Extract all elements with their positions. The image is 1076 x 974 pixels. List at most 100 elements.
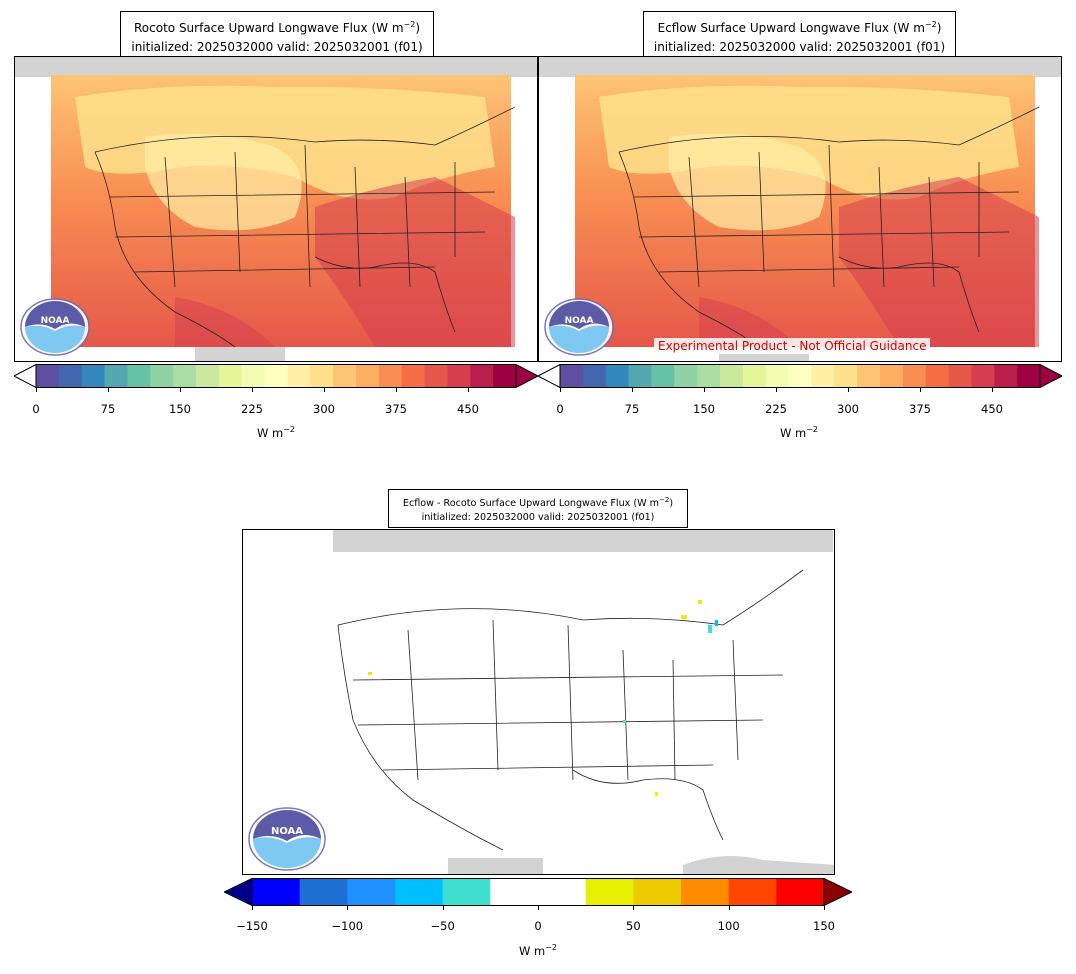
- rocoto-title: Rocoto Surface Upward Longwave Flux (W m…: [120, 11, 434, 59]
- colorbar-segment: [424, 364, 448, 388]
- colorbar-tick-label: 225: [765, 402, 787, 416]
- colorbar-segment: [971, 364, 995, 388]
- rocoto-title-sup: −2: [403, 20, 416, 29]
- colorbar-tick-mark: [252, 388, 253, 392]
- ecflow-map-canvas: [539, 57, 1061, 361]
- colorbar-tick-label: 300: [837, 402, 859, 416]
- colorbar-segment: [742, 364, 767, 388]
- noaa-logo-text-3: NOAA: [271, 826, 303, 837]
- colorbar-segment: [470, 364, 494, 388]
- difference-title: Ecflow - Rocoto Surface Upward Longwave …: [388, 489, 688, 529]
- rocoto-title-line1: Rocoto Surface Upward Longwave Flux (W m: [134, 21, 404, 35]
- colorbar-tick-mark: [347, 906, 349, 910]
- ecflow-borders: [618, 106, 1040, 348]
- colorbar-segment: [628, 364, 652, 388]
- difference-map: NOAA: [242, 529, 835, 875]
- ecflow-colorbar-svg: [536, 363, 1064, 389]
- ecflow-ice-region: [539, 57, 1061, 77]
- rocoto-ice-region: [15, 57, 537, 77]
- ecflow-title-line1: Ecflow Surface Upward Longwave Flux (W m: [657, 21, 925, 35]
- colorbar-outline: [35, 364, 517, 388]
- colorbar-outline: [251, 878, 825, 906]
- colorbar-tick-mark: [324, 388, 325, 392]
- rocoto-title-close: ): [415, 21, 420, 35]
- colorbar-tick-label: 375: [909, 402, 931, 416]
- colorbar-segment: [493, 364, 517, 388]
- ecflow-title-line2: initialized: 2025032000 valid: 202503200…: [653, 40, 946, 54]
- difference-anomalies: [368, 600, 718, 796]
- colorbar-segment: [776, 878, 825, 906]
- difference-colorbar-unit: W m−2: [518, 943, 558, 958]
- difference-title-line1: Ecflow - Rocoto Surface Upward Longwave …: [402, 498, 660, 510]
- colorbar-tick-mark: [468, 388, 469, 392]
- colorbar-segment: [196, 364, 220, 388]
- colorbar-segment: [674, 364, 698, 388]
- colorbar-tick-mark: [824, 906, 825, 910]
- rocoto-map: NOAA: [14, 56, 538, 362]
- colorbar-segment: [1017, 364, 1041, 388]
- difference-borders: [337, 569, 804, 851]
- colorbar-segment: [560, 364, 584, 388]
- colorbar-extend-over: [515, 363, 540, 389]
- colorbar-extend-over: [1039, 363, 1064, 389]
- colorbar-tick-label: 50: [626, 919, 641, 933]
- colorbar-tick-mark: [920, 388, 921, 392]
- ecflow-title: Ecflow Surface Upward Longwave Flux (W m…: [643, 11, 956, 59]
- colorbar-segment: [310, 364, 334, 388]
- colorbar-segment: [765, 364, 790, 388]
- noaa-logo-icon: NOAA: [247, 806, 327, 872]
- colorbar-segment: [788, 364, 812, 388]
- colorbar-tick-label: 0: [534, 919, 542, 933]
- colorbar-tick-mark: [560, 388, 561, 392]
- rocoto-colorbar-svg: [12, 363, 540, 389]
- colorbar-segment: [395, 878, 444, 906]
- colorbar-segment: [58, 364, 83, 388]
- colorbar-tick-mark: [632, 388, 633, 392]
- colorbar-segment: [994, 364, 1018, 388]
- colorbar-segment: [902, 364, 927, 388]
- colorbar-extend-under: [536, 363, 561, 389]
- colorbar-segment: [633, 878, 682, 906]
- difference-title-close: ): [669, 498, 674, 510]
- colorbar-segment: [728, 878, 777, 906]
- colorbar-tick-label: 75: [624, 402, 640, 416]
- rocoto-map-canvas: [15, 57, 537, 361]
- difference-title-sup: −2: [659, 496, 670, 504]
- difference-map-canvas: [333, 530, 834, 874]
- colorbar-segment: [127, 364, 151, 388]
- colorbar-tick-mark: [728, 906, 730, 910]
- ecflow-colorbar: [536, 363, 1064, 389]
- colorbar-tick-label: 150: [693, 402, 715, 416]
- colorbar-segment: [378, 364, 403, 388]
- colorbar-segment: [173, 364, 197, 388]
- colorbar-tick-mark: [252, 906, 253, 910]
- colorbar-segment: [585, 878, 634, 906]
- difference-colorbar-svg: [222, 877, 854, 907]
- colorbar-segment: [538, 878, 587, 906]
- colorbar-segment: [299, 878, 348, 906]
- colorbar-tick-mark: [992, 388, 993, 392]
- colorbar-tick-label: 150: [169, 402, 191, 416]
- noaa-logo-icon: NOAA: [19, 297, 91, 357]
- colorbar-segment: [948, 364, 972, 388]
- ecflow-title-close: ): [936, 21, 942, 35]
- colorbar-tick-label: 450: [981, 402, 1003, 416]
- colorbar-segment: [442, 878, 491, 906]
- colorbar-segment: [104, 364, 128, 388]
- colorbar-segment: [880, 364, 904, 388]
- colorbar-outline: [559, 364, 1041, 388]
- colorbar-tick-label: 0: [32, 402, 40, 416]
- colorbar-segment: [241, 364, 266, 388]
- colorbar-segment: [447, 364, 471, 388]
- colorbar-segment: [81, 364, 106, 388]
- colorbar-tick-label: 300: [313, 402, 335, 416]
- colorbar-tick-label: 75: [100, 402, 116, 416]
- colorbar-segment: [218, 364, 243, 388]
- colorbar-segment: [582, 364, 607, 388]
- colorbar-tick-label: −50: [430, 919, 455, 933]
- colorbar-segment: [651, 364, 675, 388]
- difference-colorbar: [222, 877, 854, 907]
- colorbar-extend-under: [12, 363, 37, 389]
- colorbar-segment: [252, 878, 301, 906]
- ecflow-colorbar-unit: W m−2: [779, 425, 819, 440]
